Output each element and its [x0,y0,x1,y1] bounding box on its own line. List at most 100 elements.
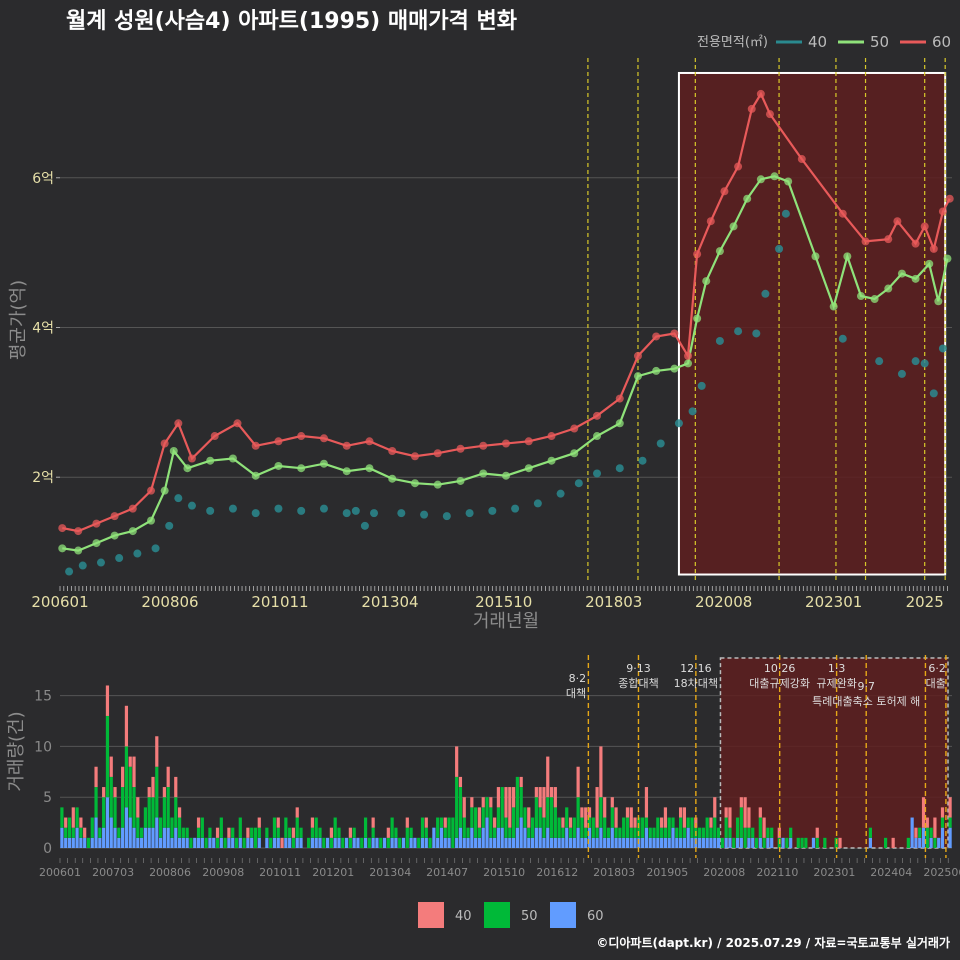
bar-60 [789,837,793,848]
bar-60 [326,837,330,848]
bar-50 [455,776,459,838]
annotation-date: 8·2 [569,672,587,685]
bar-40 [227,827,231,838]
point-60 [110,512,119,521]
bar-60 [238,837,242,848]
bar-40 [493,817,497,828]
bar-50 [815,837,819,848]
bar-60 [371,837,375,848]
bar-40 [162,787,166,798]
bar-60 [576,827,580,848]
bar-60 [196,837,201,848]
footer-credit: ©디아파트(dapt.kr) / 2025.07.29 / 자료=국토교통부 실… [596,935,950,950]
bar-60 [177,837,182,848]
bar-50 [629,827,633,838]
point-40 [442,512,451,521]
x-tick-label: 201201 [312,866,354,879]
x-tick-label: 200908 [202,866,244,879]
bar-60 [458,827,463,848]
bar-60 [128,817,132,848]
bar-50 [143,807,148,828]
bar-40 [584,807,588,828]
bar-50 [660,827,664,838]
bar-60 [113,827,117,848]
bar-60 [948,827,952,848]
bar-40 [728,807,732,828]
point-40 [715,336,724,345]
annotation-label: 대출 [926,677,946,690]
bar-40 [83,827,87,838]
bar-40 [511,787,516,808]
bar-50 [155,766,159,818]
bar-40 [405,817,409,828]
bar-50 [754,837,759,848]
bar-40 [71,807,75,828]
bar-40 [534,787,538,798]
bar-60 [614,837,618,848]
bar-60 [709,837,713,848]
bar-50 [766,827,770,838]
bar-60 [641,837,645,848]
bar-50 [603,817,607,838]
point-60 [479,441,488,450]
point-40 [115,554,124,563]
bar-60 [508,837,512,848]
bar-50 [470,807,474,828]
bar-40 [291,827,296,838]
point-50 [479,469,488,478]
bar-60 [140,837,144,848]
bar-60 [208,837,212,848]
bar-50 [307,837,311,848]
bar-60 [538,827,542,848]
x-tick-label: 202301 [813,866,855,879]
point-50 [160,486,169,495]
point-60 [838,209,847,218]
point-50 [410,479,419,488]
bar-60 [781,837,785,848]
bar-40 [196,817,201,828]
bar-50 [117,827,121,838]
bar-60 [382,837,387,848]
point-40 [929,389,938,398]
y-tick-label: 5 [43,790,52,806]
bar-50 [614,827,618,838]
bar-50 [572,817,576,838]
bar-60 [929,837,933,848]
bar-50 [360,837,364,848]
x-tick-label: 200806 [141,593,198,611]
bar-50 [568,827,573,838]
bar-40 [838,837,842,848]
point-50 [633,372,642,381]
bar-60 [914,837,918,848]
bar-50 [386,837,390,848]
bar-40 [113,787,117,798]
point-50 [925,259,934,268]
bar-50 [390,817,394,838]
point-60 [593,411,602,420]
point-40 [274,504,283,513]
bar-50 [625,817,630,838]
bar-40 [595,787,599,828]
bar-50 [496,807,501,828]
x-tick-label: 201905 [646,866,688,879]
point-50 [615,419,624,428]
bar-50 [242,837,246,848]
point-40 [556,489,565,498]
bar-50 [641,817,645,838]
bar-60 [921,827,926,848]
point-50 [570,449,579,458]
bar-60 [493,837,497,848]
bar-50 [511,807,516,838]
bar-60 [549,837,554,848]
bar-60 [811,837,816,848]
point-40 [297,506,306,515]
point-40 [761,289,770,298]
bar-60 [679,837,683,848]
point-60 [720,187,729,196]
bar-40 [136,797,140,818]
bar-60 [751,837,755,848]
bar-60 [375,837,379,848]
bar-50 [542,817,546,838]
point-60 [670,329,679,338]
point-50 [502,471,510,480]
